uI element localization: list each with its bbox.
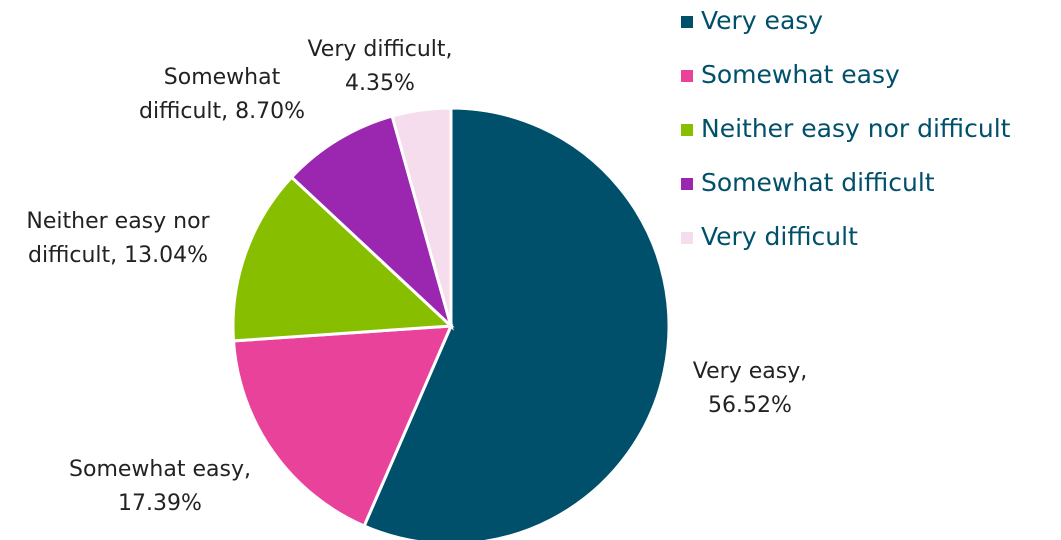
data-label: 4.35%	[345, 71, 415, 96]
data-label: Neither easy nor	[26, 209, 210, 234]
data-label: Very easy,	[693, 359, 807, 384]
legend-swatch	[681, 70, 693, 82]
legend-swatch	[681, 124, 693, 136]
pie-slice	[289, 114, 454, 331]
data-label: difficult, 8.70%	[139, 99, 305, 124]
legend-swatch	[681, 232, 693, 244]
pie-slice	[362, 106, 671, 540]
pie-slice	[231, 175, 455, 343]
legend-label: Somewhat easy	[701, 60, 900, 89]
pie-slice	[390, 106, 453, 327]
legend-swatch	[681, 178, 693, 190]
legend-label: Very difficult	[701, 222, 858, 251]
data-label: Somewhat	[164, 65, 281, 90]
legend-label: Very easy	[701, 6, 823, 35]
data-label: 56.52%	[708, 393, 792, 418]
legend-label: Neither easy nor difficult	[701, 114, 1011, 143]
pie-slice	[231, 324, 454, 528]
data-label: 17.39%	[118, 491, 202, 516]
legend-swatch	[681, 16, 693, 28]
data-label: difficult, 13.04%	[28, 243, 208, 268]
data-label: Somewhat easy,	[69, 457, 251, 482]
data-label: Very difficult,	[307, 37, 452, 62]
legend-label: Somewhat difficult	[701, 168, 935, 197]
